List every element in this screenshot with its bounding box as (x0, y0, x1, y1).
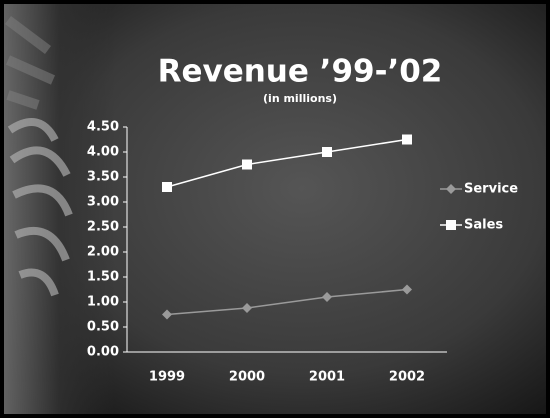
x-tick-label: 2002 (389, 370, 425, 385)
data-point (322, 292, 332, 302)
y-tick-label: 2.50 (87, 220, 119, 235)
data-point (402, 134, 412, 145)
y-tick-label: 1.00 (87, 295, 119, 310)
data-point (242, 303, 252, 313)
y-tick-label: 4.00 (87, 145, 119, 160)
x-tick-label: 2000 (229, 370, 265, 385)
data-point (162, 309, 172, 320)
y-tick-label: 3.00 (87, 195, 119, 210)
series-line (166, 288, 408, 316)
x-tick-label: 2001 (309, 370, 345, 385)
legend-marker (446, 220, 456, 230)
chart-title: Revenue ’99-’02 (158, 54, 443, 90)
y-tick-label: 1.50 (87, 270, 119, 285)
data-point (162, 182, 172, 192)
legend-label: Sales (464, 218, 503, 233)
x-tick-label: 1999 (149, 370, 185, 385)
y-tick-label: 2.00 (87, 245, 119, 260)
y-tick-label: 3.50 (87, 170, 119, 185)
legend-label: Service (464, 182, 518, 197)
chart-subtitle: (in millions) (263, 92, 337, 105)
data-point (242, 159, 252, 170)
y-tick-label: 0.50 (87, 320, 119, 335)
y-tick-label: 4.50 (87, 120, 119, 135)
gear-decoration (4, 4, 114, 414)
y-tick-label: 0.00 (87, 345, 119, 360)
series-line (166, 138, 408, 188)
legend-marker (446, 184, 456, 194)
data-point (322, 147, 332, 157)
data-point (402, 284, 412, 295)
